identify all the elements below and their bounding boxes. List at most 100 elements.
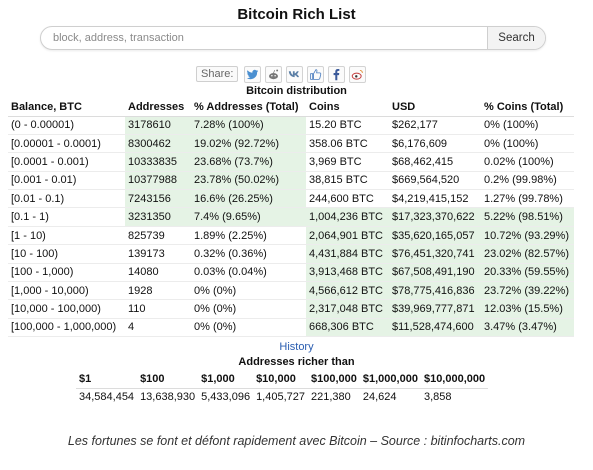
table-row: [0.001 - 0.01) 10377988 23.78% (50.02%) 38,… xyxy=(8,171,574,191)
history-link[interactable]: History xyxy=(279,341,314,353)
cell-addresses: 110 xyxy=(125,299,191,319)
cell-coins: 2,317,048 BTC xyxy=(306,299,389,319)
cell-pct-coins: 5.22% (98.51%) xyxy=(481,207,574,227)
column-header-pct-addresses: % Addresses (Total) xyxy=(191,98,306,117)
cell-balance: [0.00001 - 0.0001) xyxy=(8,134,125,154)
distribution-table-body: (0 - 0.00001) 3178610 7.28% (100%) 15.20 BT… xyxy=(8,116,574,338)
cell-pct-addresses: 0% (0%) xyxy=(191,281,306,301)
cell-usd: $17,323,370,622 xyxy=(389,207,481,227)
like-icon[interactable] xyxy=(307,65,325,83)
facebook-icon[interactable] xyxy=(328,65,346,83)
richer-header-cell: $1,000,000 xyxy=(359,371,421,389)
cell-addresses: 825739 xyxy=(125,226,191,246)
cell-coins: 38,815 BTC xyxy=(306,171,389,191)
table-row: [10,000 - 100,000) 110 0% (0%) 2,317,048 BT… xyxy=(8,299,574,319)
header-row: Balance, BTC Addresses% Addresses (Total)… xyxy=(8,98,574,117)
table-row: [100,000 - 1,000,000) 4 0% (0%) 668,306 BTC… xyxy=(8,318,574,338)
column-header-coins: Coins xyxy=(306,98,389,117)
richer-header-cell: $10,000 xyxy=(253,371,308,389)
cell-pct-addresses: 0.32% (0.36%) xyxy=(191,244,306,264)
cell-pct-addresses: 0% (0%) xyxy=(191,318,306,338)
search-input[interactable] xyxy=(41,27,487,49)
richer-value-cell: 24,624 xyxy=(362,391,397,404)
cell-balance: [1 - 10) xyxy=(8,226,125,246)
cell-addresses: 3231350 xyxy=(125,207,191,227)
table-row: (0 - 0.00001) 3178610 7.28% (100%) 15.20 BT… xyxy=(8,116,574,135)
cell-pct-coins: 0% (100%) xyxy=(481,134,574,154)
richer-value-row: 34,584,454 13,638,930 5,433,096 1,405,727 22… xyxy=(76,388,488,406)
richer-header-cell: $100,000 xyxy=(308,371,360,389)
cell-balance: (0 - 0.00001) xyxy=(8,116,125,135)
table-row: [1 - 10) 825739 1.89% (2.25%) 2,064,901 BTC… xyxy=(8,226,574,246)
cell-coins: 4,431,884 BTC xyxy=(306,244,389,264)
cell-usd: $669,564,520 xyxy=(389,171,481,191)
cell-coins: 244,600 BTC xyxy=(306,189,389,209)
distribution-table-header: Balance, BTC Addresses% Addresses (Total)… xyxy=(8,98,574,117)
cell-pct-coins: 1.27% (99.78%) xyxy=(481,189,574,209)
distribution-table: Balance, BTC Addresses% Addresses (Total)… xyxy=(8,98,574,338)
cell-balance: [100 - 1,000) xyxy=(8,263,125,283)
cell-pct-coins: 0% (100%) xyxy=(481,116,574,135)
cell-pct-addresses: 1.89% (2.25%) xyxy=(191,226,306,246)
cell-pct-addresses: 19.02% (92.72%) xyxy=(191,134,306,154)
cell-usd: $39,969,777,871 xyxy=(389,299,481,319)
table-row: [1,000 - 10,000) 1928 0% (0%) 4,566,612 BTC… xyxy=(8,281,574,301)
cell-pct-addresses: 0.03% (0.04%) xyxy=(191,263,306,283)
cell-addresses: 10333835 xyxy=(125,152,191,172)
cell-usd: $4,219,415,152 xyxy=(389,189,481,209)
cell-pct-addresses: 7.4% (9.65%) xyxy=(191,207,306,227)
richer-value-cell: 34,584,454 xyxy=(79,391,135,404)
richer-value-cell: 3,858 xyxy=(423,391,452,404)
cell-usd: $11,528,474,600 xyxy=(389,318,481,338)
cell-pct-coins: 0.02% (100%) xyxy=(481,152,574,172)
cell-pct-coins: 23.72% (39.22%) xyxy=(481,281,574,301)
cell-balance: [100,000 - 1,000,000) xyxy=(8,318,125,338)
cell-balance: [10,000 - 100,000) xyxy=(8,299,125,319)
cell-coins: 3,969 BTC xyxy=(306,152,389,172)
richer-header-cell: $1 xyxy=(76,371,138,389)
cell-coins: 668,306 BTC xyxy=(306,318,389,338)
richer-table-body: 34,584,454 13,638,930 5,433,096 1,405,727 22… xyxy=(76,388,488,406)
vk-icon[interactable] xyxy=(286,65,304,83)
cell-addresses: 3178610 xyxy=(125,116,191,135)
cell-coins: 358.06 BTC xyxy=(306,134,389,154)
richer-value-cell: 5,433,096 xyxy=(201,391,251,404)
table-row: [0.00001 - 0.0001) 8300462 19.02% (92.72%)… xyxy=(8,134,574,154)
richer-header-cell: $10,000,000 xyxy=(420,371,489,389)
cell-addresses: 7243156 xyxy=(125,189,191,209)
table-row: [100 - 1,000) 14080 0.03% (0.04%) 3,913,468… xyxy=(8,263,574,283)
richer-table-header: $1 $100 $1,000 $10,000 $100,000 $1,000,000 $10… xyxy=(76,371,489,389)
cell-balance: [0.01 - 0.1) xyxy=(8,189,125,209)
cell-balance: [1,000 - 10,000) xyxy=(8,281,125,301)
cell-pct-addresses: 16.6% (26.25%) xyxy=(191,189,306,209)
richer-value-cell: 1,405,727 xyxy=(256,391,305,404)
cell-pct-coins: 3.47% (3.47%) xyxy=(481,318,574,338)
table-row: [0.0001 - 0.001) 10333835 23.68% (73.7%) 3,… xyxy=(8,152,574,172)
cell-coins: 1,004,236 BTC xyxy=(306,207,389,227)
cell-addresses: 139173 xyxy=(125,244,191,264)
cell-usd: $262,177 xyxy=(389,116,481,135)
page-title: Bitcoin Rich List xyxy=(237,6,356,23)
richer-header-cell: $1,000 xyxy=(198,371,254,389)
search-bar: Search xyxy=(40,26,546,50)
cell-pct-addresses: 23.78% (50.02%) xyxy=(191,171,306,191)
search-button[interactable]: Search xyxy=(487,27,545,49)
richer-value-cell: 13,638,930 xyxy=(140,391,196,404)
reddit-icon[interactable] xyxy=(265,65,283,83)
table-row: [0.1 - 1) 3231350 7.4% (9.65%) 1,004,236 BT… xyxy=(8,207,574,227)
cell-usd: $6,176,609 xyxy=(389,134,481,154)
weibo-icon[interactable] xyxy=(349,65,367,83)
column-header-pct-coins: % Coins (Total) xyxy=(481,98,574,117)
column-header-addresses: Addresses xyxy=(125,98,191,117)
cell-coins: 4,566,612 BTC xyxy=(306,281,389,301)
distribution-title: Bitcoin distribution xyxy=(246,85,347,97)
cell-balance: [0.1 - 1) xyxy=(8,207,125,227)
cell-balance: [0.0001 - 0.001) xyxy=(8,152,125,172)
richer-table: $1 $100 $1,000 $10,000 $100,000 $1,000,000 $10… xyxy=(76,371,489,406)
share-label: Share: xyxy=(196,66,239,82)
twitter-icon[interactable] xyxy=(244,65,262,83)
richer-value-cell: 221,380 xyxy=(311,391,351,404)
cell-pct-coins: 12.03% (15.5%) xyxy=(481,299,574,319)
cell-addresses: 14080 xyxy=(125,263,191,283)
